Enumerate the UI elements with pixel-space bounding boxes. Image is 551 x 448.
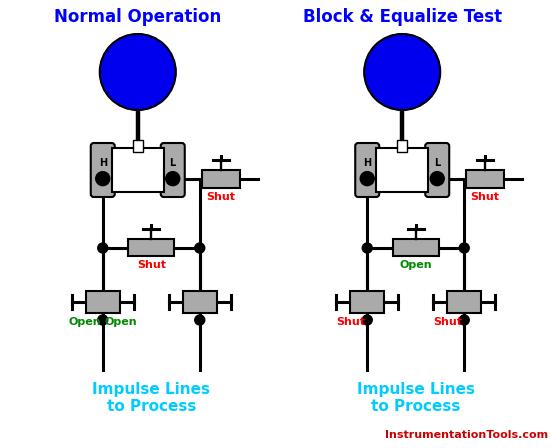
Circle shape	[195, 315, 205, 325]
Bar	[133, 140, 143, 152]
Circle shape	[459, 315, 469, 325]
FancyBboxPatch shape	[425, 143, 449, 197]
Text: Shut: Shut	[336, 317, 365, 327]
Text: Impulse Lines
to Process: Impulse Lines to Process	[92, 382, 210, 414]
Circle shape	[195, 243, 205, 253]
Text: L: L	[170, 158, 176, 168]
Text: Block & Equalize Test: Block & Equalize Test	[302, 8, 502, 26]
Bar	[376, 148, 428, 192]
Bar	[128, 240, 174, 257]
Text: H: H	[363, 158, 371, 168]
Text: Open: Open	[399, 260, 432, 271]
Circle shape	[364, 34, 440, 110]
Bar	[112, 148, 164, 192]
FancyBboxPatch shape	[91, 143, 115, 197]
Text: Open: Open	[68, 317, 101, 327]
Text: Open: Open	[105, 317, 137, 327]
Circle shape	[98, 315, 108, 325]
Text: Impulse Lines
to Process: Impulse Lines to Process	[356, 382, 475, 414]
Circle shape	[459, 243, 469, 253]
FancyBboxPatch shape	[161, 143, 185, 197]
Circle shape	[430, 172, 444, 185]
Circle shape	[100, 34, 176, 110]
Bar	[466, 170, 504, 188]
Text: InstrumentationTools.com: InstrumentationTools.com	[385, 430, 548, 440]
Text: Shut: Shut	[137, 260, 166, 271]
Text: Normal Operation: Normal Operation	[54, 8, 222, 26]
Bar	[447, 291, 481, 313]
Circle shape	[360, 172, 374, 185]
Bar	[393, 240, 439, 257]
Text: L: L	[434, 158, 440, 168]
Text: H: H	[99, 158, 107, 168]
Bar	[86, 291, 120, 313]
Circle shape	[98, 243, 108, 253]
Text: Shut: Shut	[471, 192, 500, 202]
Bar	[350, 291, 384, 313]
Bar	[183, 291, 217, 313]
Circle shape	[362, 315, 372, 325]
Text: Shut: Shut	[206, 192, 235, 202]
Circle shape	[96, 172, 110, 185]
Text: Shut: Shut	[433, 317, 462, 327]
Circle shape	[166, 172, 180, 185]
Bar	[202, 170, 240, 188]
Circle shape	[362, 243, 372, 253]
Bar	[397, 140, 407, 152]
FancyBboxPatch shape	[355, 143, 379, 197]
